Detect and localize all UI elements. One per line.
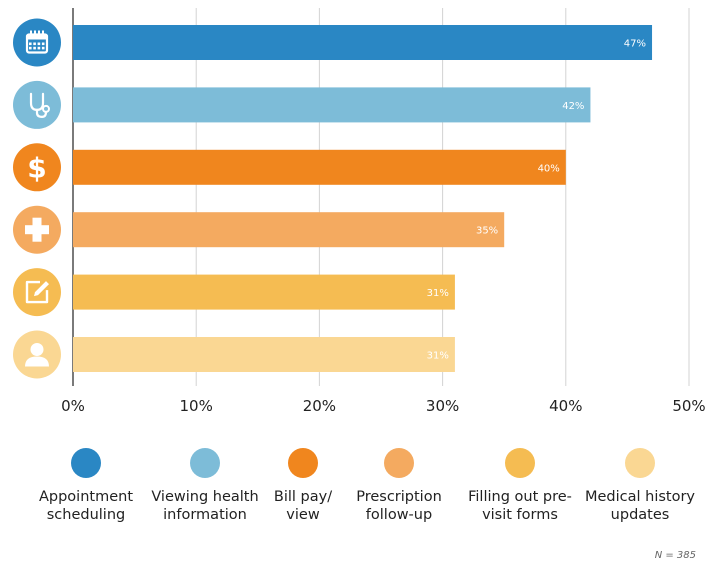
legend-label-line: view xyxy=(286,507,320,523)
legend-item: Bill pay/ view xyxy=(238,448,368,524)
person-icon xyxy=(13,330,61,379)
bar xyxy=(73,274,455,310)
legend-label-line: updates xyxy=(610,507,670,523)
legend-label-line: Viewing health xyxy=(151,489,259,505)
x-axis-ticks: 0% 10% 20% 30% 40% 50% xyxy=(61,397,706,415)
legend-item: Medical history updates xyxy=(575,448,705,524)
legend-label-line: Bill pay/ xyxy=(273,489,333,505)
legend-item: Appointment scheduling xyxy=(21,448,151,524)
stethoscope-chest-piece xyxy=(42,104,50,113)
icon-circle xyxy=(13,80,61,129)
x-tick-label: 20% xyxy=(303,397,336,415)
legend-label-line: Filling out pre- xyxy=(468,489,572,505)
bar-value-label: 31% xyxy=(427,288,449,299)
legend-swatch xyxy=(384,448,414,478)
calendar-day xyxy=(37,42,41,46)
legend-label-line: follow-up xyxy=(365,507,433,523)
form-edit-icon xyxy=(13,268,61,317)
calendar-ring xyxy=(34,30,36,37)
legend-swatch xyxy=(71,448,101,478)
calendar-day xyxy=(33,46,36,50)
calendar-icon xyxy=(13,18,61,67)
x-tick-label: 30% xyxy=(426,397,459,415)
dollar-icon: $ xyxy=(13,143,61,192)
cross-horizontal xyxy=(25,225,49,235)
legend-label-line: Appointment xyxy=(38,489,134,505)
x-tick-label: 10% xyxy=(180,397,213,415)
legend-item: Viewing health information xyxy=(140,448,270,524)
legend-swatch xyxy=(505,448,535,478)
calendar-day xyxy=(29,46,32,50)
category-icons: $ xyxy=(13,18,61,379)
bar-value-label: 47% xyxy=(624,39,646,50)
legend-item: Prescription follow-up xyxy=(334,448,464,524)
legend-label: Bill pay/ view xyxy=(238,488,368,524)
bar xyxy=(73,87,591,123)
calendar-ring xyxy=(38,30,40,37)
bar xyxy=(73,337,455,372)
bar-chart: 47% 42% 40% 35% 31% 31% $ 0% 10% 20% 30% 40% 50% xyxy=(13,8,706,415)
sample-size-note: N = 385 xyxy=(654,550,696,561)
calendar-day xyxy=(41,46,45,50)
calendar-day xyxy=(37,46,41,50)
bar xyxy=(73,25,653,60)
legend-label: Filling out pre- visit forms xyxy=(455,488,585,524)
x-tick-label: 50% xyxy=(672,397,705,415)
legend-label-line: visit forms xyxy=(482,507,558,523)
form-frame xyxy=(25,280,49,304)
dollar-glyph: $ xyxy=(27,151,46,184)
legend-label: Medical history updates xyxy=(575,488,705,524)
legend-label-line: Medical history xyxy=(584,489,696,505)
bar-value-label: 40% xyxy=(538,163,560,174)
legend-label: Prescription follow-up xyxy=(334,488,464,524)
bar xyxy=(73,212,505,248)
person-body xyxy=(25,356,49,367)
legend-swatch xyxy=(190,448,220,478)
bar-value-label: 42% xyxy=(562,101,584,112)
legend: Appointment scheduling Viewing health in… xyxy=(0,448,718,528)
medical-cross-icon xyxy=(13,205,61,254)
person-head xyxy=(30,343,44,356)
legend-label-line: scheduling xyxy=(46,507,126,523)
pencil xyxy=(34,281,49,297)
bar xyxy=(73,149,566,185)
bar-value-label: 31% xyxy=(427,351,449,362)
stethoscope-icon xyxy=(13,80,61,129)
stethoscope-hose xyxy=(35,108,48,119)
legend-label-line: information xyxy=(163,507,247,523)
legend-swatch xyxy=(625,448,655,478)
bar-value-label: 35% xyxy=(476,226,498,237)
icon-circle xyxy=(13,18,61,67)
grid-lines xyxy=(72,8,690,386)
x-tick-label: 40% xyxy=(549,397,582,415)
calendar-day xyxy=(29,42,32,46)
legend-label-line: Prescription xyxy=(356,489,442,505)
legend-item: Filling out pre- visit forms xyxy=(455,448,585,524)
calendar-ring xyxy=(42,30,44,37)
legend-label: Appointment scheduling xyxy=(21,488,151,524)
calendar-ring xyxy=(30,30,32,37)
calendar-day xyxy=(41,42,45,46)
calendar-day xyxy=(33,42,36,46)
legend-swatch xyxy=(288,448,318,478)
x-tick-label: 0% xyxy=(61,397,85,415)
bars: 47% 42% 40% 35% 31% 31% xyxy=(73,25,653,372)
icon-circle xyxy=(13,143,61,192)
legend-label: Viewing health information xyxy=(140,488,270,524)
calendar-header xyxy=(27,34,47,40)
